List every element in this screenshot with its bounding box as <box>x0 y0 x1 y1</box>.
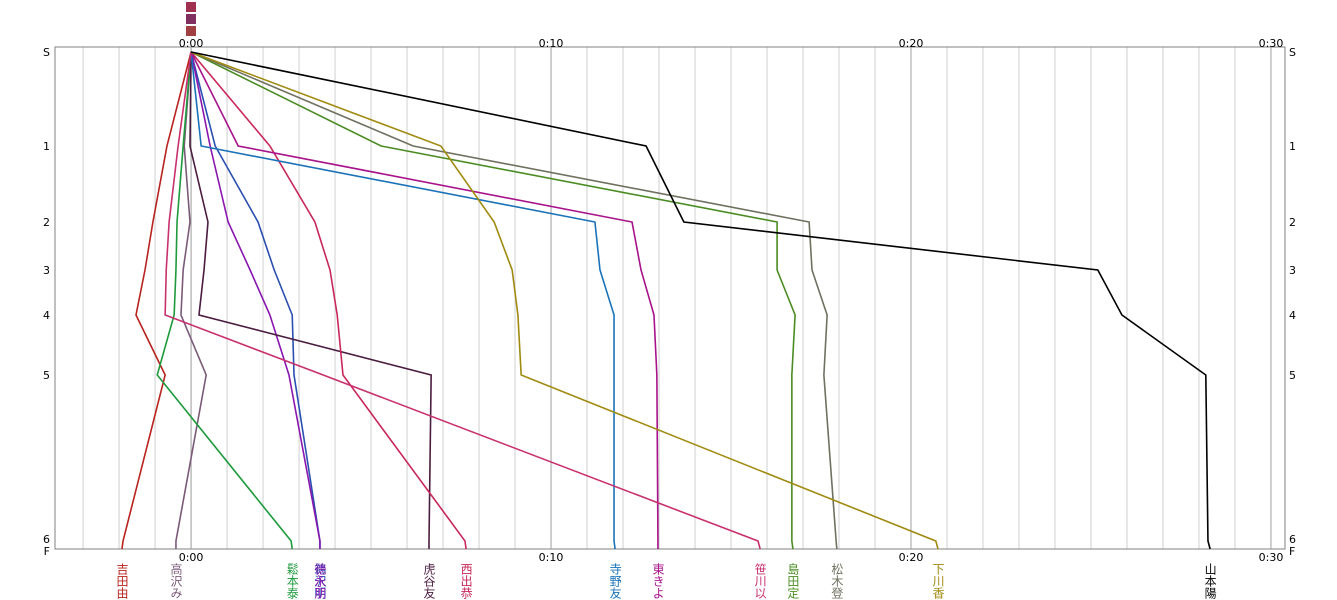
series-line <box>175 51 208 549</box>
runner-name: 西出恭 <box>459 563 473 599</box>
y-tick-label: 5 <box>1289 369 1296 382</box>
y-tick-label: 2 <box>1289 216 1296 229</box>
y-tick-label: S <box>43 46 50 59</box>
y-tick-label: 1 <box>1289 140 1296 153</box>
runner-name: 松木登 <box>830 563 844 599</box>
y-tick-label: F <box>1289 545 1295 558</box>
series-line <box>156 51 294 550</box>
plot-frame <box>54 46 1286 550</box>
series-line <box>189 51 432 549</box>
y-tick-label: F <box>44 545 50 558</box>
x-tick-label: 0:20 <box>899 37 924 50</box>
y-tick-label: 6 <box>1289 533 1296 546</box>
icon <box>186 14 196 24</box>
series-line <box>190 51 616 550</box>
runner-name: 虎谷友 <box>422 563 436 599</box>
icon <box>186 2 196 12</box>
series-line <box>190 51 939 550</box>
runner-name: 寺野友 <box>608 563 622 599</box>
x-tick-label: 0:10 <box>539 551 564 564</box>
runner-name: 高沢み <box>169 562 183 599</box>
y-tick-label: 2 <box>43 216 50 229</box>
series-line <box>190 51 659 549</box>
runner-name: 鬆本泰 <box>285 562 299 599</box>
series-line <box>190 51 796 550</box>
y-tick-label: 6 <box>43 533 50 546</box>
runner-name: 鵜沢明 <box>313 563 327 600</box>
x-tick-label: 0:00 <box>179 37 204 50</box>
runner-name: 山本陽 <box>1203 563 1217 600</box>
y-tick-label: 4 <box>1289 309 1296 322</box>
icon <box>186 26 196 36</box>
runner-name: 徳永朋 <box>313 562 327 600</box>
runner-name: 笹川以 <box>753 563 767 599</box>
series-line <box>190 51 838 550</box>
series-line <box>190 51 467 550</box>
series-line <box>121 51 192 550</box>
y-tick-label: S <box>1289 46 1296 59</box>
series-line <box>164 51 761 550</box>
x-tick-label: 0:30 <box>1259 37 1284 50</box>
x-tick-label: 0:00 <box>179 551 204 564</box>
x-tick-label: 0:30 <box>1259 551 1284 564</box>
runner-name: 東きよ <box>651 563 665 599</box>
runner-name: 島田定 <box>786 562 800 600</box>
x-tick-label: 0:10 <box>539 37 564 50</box>
y-tick-label: 5 <box>43 369 50 382</box>
y-tick-label: 3 <box>43 264 50 277</box>
series-line <box>190 51 321 549</box>
series-line <box>190 51 1211 550</box>
series-line <box>190 51 321 549</box>
y-tick-label: 4 <box>43 309 50 322</box>
x-tick-label: 0:20 <box>899 551 924 564</box>
runner-name: 下川香 <box>931 563 945 600</box>
runner-name: 吉田由 <box>115 563 129 599</box>
y-tick-label: 1 <box>43 140 50 153</box>
y-tick-label: 3 <box>1289 264 1296 277</box>
